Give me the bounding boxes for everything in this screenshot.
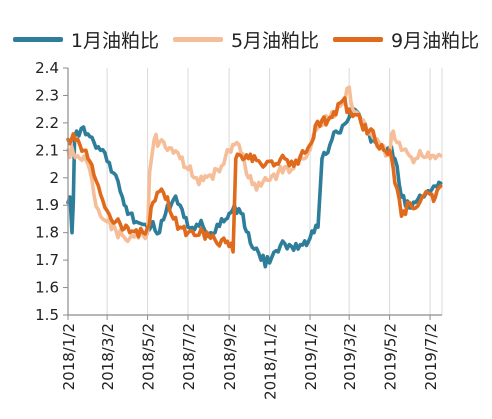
y-tick-label: 1.8 [35, 224, 59, 242]
y-tick-label: 1.9 [35, 196, 59, 214]
chart-legend: 1月油粕比 5月油粕比 9月油粕比 [8, 22, 484, 56]
legend-label-jan: 1月油粕比 [70, 29, 159, 52]
series-line-may [66, 85, 443, 244]
series-line-sep [66, 96, 443, 254]
legend-swatch-sep [333, 36, 384, 42]
y-tick-label: 2.1 [35, 141, 59, 159]
y-tick-label: 2.4 [35, 59, 59, 77]
x-tick-label: 2018/5/2 [140, 323, 158, 390]
y-tick-label: 2.3 [35, 86, 59, 104]
legend-swatch-may [172, 36, 223, 42]
x-tick-label: 2018/1/2 [60, 323, 78, 390]
x-tick-label: 2019/1/2 [302, 323, 320, 390]
series-layer [66, 85, 443, 269]
legend-label-may: 5月油粕比 [230, 29, 320, 52]
x-tick-label: 2019/5/2 [382, 323, 400, 390]
y-tick-label: 2.2 [35, 114, 59, 132]
y-tick-label: 1.6 [35, 279, 59, 297]
y-tick-label: 1.7 [35, 251, 59, 269]
x-tick-label: 2018/3/2 [99, 323, 117, 390]
y-tick-label: 2 [49, 169, 59, 187]
legend-swatch-jan [12, 36, 63, 42]
y-tick-label: 1.5 [35, 306, 59, 324]
x-tick-label: 2018/11/2 [262, 323, 280, 400]
x-tick-label: 2019/7/2 [422, 323, 440, 390]
legend-item-sep: 9月油粕比 [333, 26, 479, 53]
x-tick-label: 2019/3/2 [341, 323, 359, 390]
x-tick-label: 2018/7/2 [180, 323, 198, 390]
legend-item-jan: 1月油粕比 [12, 26, 159, 53]
x-tick-label: 2018/9/2 [221, 323, 239, 390]
grid-layer [67, 68, 443, 315]
legend-label-sep: 9月油粕比 [391, 29, 480, 52]
legend-item-may: 5月油粕比 [172, 26, 320, 53]
